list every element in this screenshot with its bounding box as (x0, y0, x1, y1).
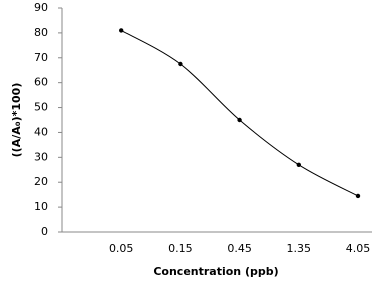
y-tick-label: 40 (34, 125, 48, 138)
point (355, 193, 361, 199)
y-tick-label: 10 (34, 200, 48, 213)
y-tick-label: 20 (34, 175, 48, 188)
line (120, 29, 359, 197)
y-tick-label: 70 (34, 51, 48, 64)
y-axis-title: ((A/A₀)*100) (10, 83, 23, 158)
y-tick-label: 60 (34, 76, 48, 89)
point (296, 162, 301, 167)
y-tick-label: 0 (41, 225, 48, 238)
x-axis-title: Concentration (ppb) (153, 265, 278, 278)
point (178, 61, 183, 67)
x-tick-label: 0.15 (168, 242, 193, 255)
x-tick-label: 4.05 (346, 242, 371, 255)
y-tick-label: 30 (34, 150, 48, 163)
x-tick-label: 0.45 (227, 242, 252, 255)
point (119, 28, 124, 33)
y-tick-label: 80 (34, 26, 48, 39)
x-tick-label: 0.05 (109, 242, 134, 255)
point (237, 117, 242, 123)
y-tick-label: 50 (34, 101, 48, 114)
y-tick-label: 90 (34, 1, 48, 14)
x-tick-label: 1.35 (287, 242, 312, 255)
